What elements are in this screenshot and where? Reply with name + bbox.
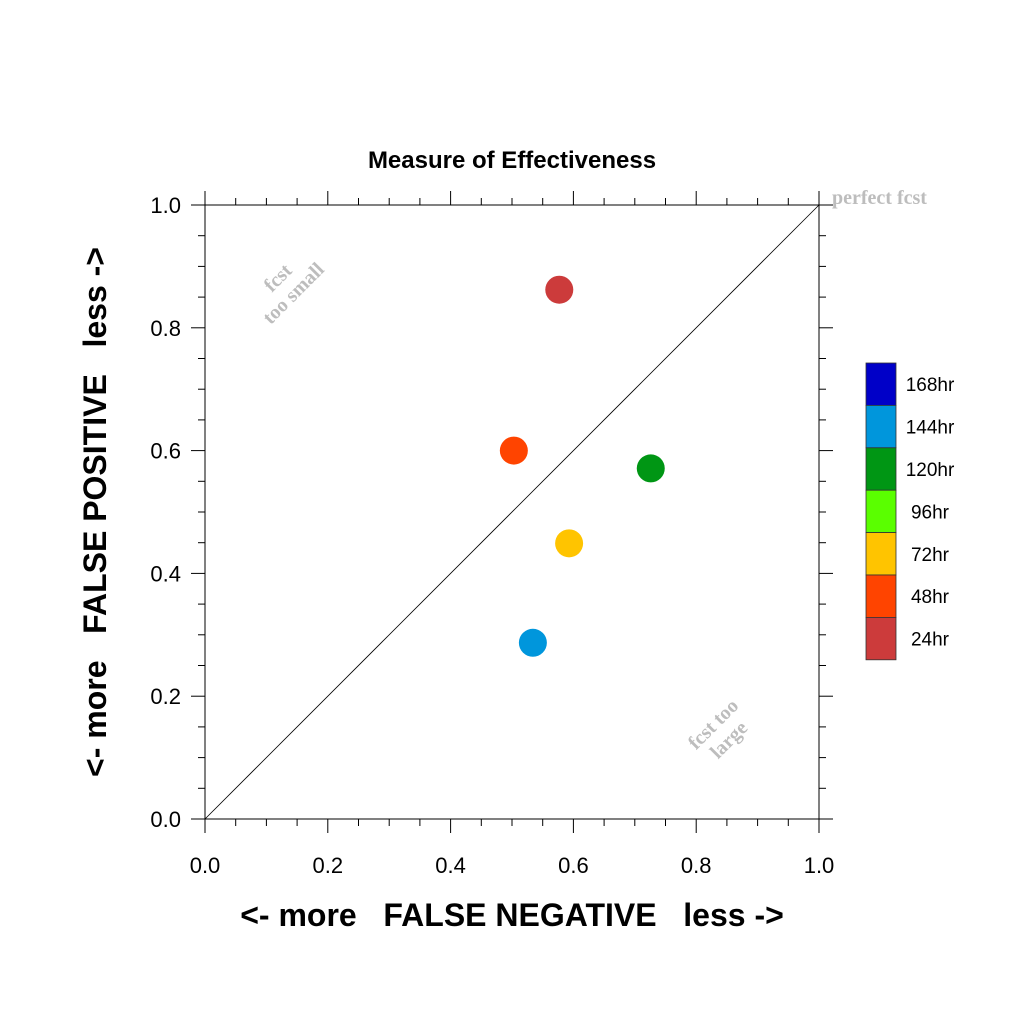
data-point-24hr bbox=[545, 275, 574, 304]
data-points bbox=[499, 275, 665, 657]
legend-swatch-168hr bbox=[865, 362, 897, 406]
y-axis-label: <- more FALSE POSITIVE less -> bbox=[77, 247, 113, 777]
legend-label-144hr: 144hr bbox=[906, 418, 955, 439]
legend-label-120hr: 120hr bbox=[906, 460, 955, 481]
annotation-perfect-fcst: perfect fcst bbox=[832, 187, 927, 209]
x-tick-label: 0.4 bbox=[435, 853, 466, 878]
legend-label-96hr: 96hr bbox=[911, 502, 950, 523]
x-tick-label: 1.0 bbox=[804, 853, 835, 878]
annotation-too-small: fcst too small bbox=[259, 258, 329, 328]
x-tick-label: 0.6 bbox=[558, 853, 589, 878]
x-tick-label: 0.2 bbox=[313, 853, 344, 878]
axis-ticks bbox=[191, 191, 833, 833]
annotation-too-large: fcst too large bbox=[684, 695, 752, 763]
legend-swatch-120hr bbox=[865, 447, 897, 491]
x-tick-label: 0.0 bbox=[190, 853, 221, 878]
x-axis-label: <- more FALSE NEGATIVE less -> bbox=[240, 897, 784, 933]
y-tick-label: 0.2 bbox=[150, 684, 181, 709]
legend-label-72hr: 72hr bbox=[911, 545, 950, 566]
x-tick-label: 0.8 bbox=[681, 853, 712, 878]
y-tick-label: 0.8 bbox=[150, 316, 181, 341]
y-tick-label: 0.4 bbox=[150, 561, 181, 586]
legend-label-48hr: 48hr bbox=[911, 587, 950, 608]
legend-swatch-72hr bbox=[865, 532, 897, 576]
perfect-forecast-diagonal bbox=[204, 204, 820, 820]
data-point-72hr bbox=[555, 529, 584, 558]
legend-swatch-24hr bbox=[865, 617, 897, 661]
tick-labels: 0.0 0.2 0.4 0.6 0.8 1.0 0.0 0.2 0.4 0.6 0.8 1.0 bbox=[150, 193, 834, 878]
annotation-too-small-line2: too small bbox=[259, 258, 329, 328]
y-tick-label: 0.6 bbox=[150, 439, 181, 464]
data-point-120hr bbox=[636, 454, 665, 483]
y-tick-label: 0.0 bbox=[150, 807, 181, 832]
legend-swatch-48hr bbox=[865, 574, 897, 618]
y-tick-label: 1.0 bbox=[150, 193, 181, 218]
data-point-48hr bbox=[499, 436, 528, 465]
legend-swatch-144hr bbox=[865, 404, 897, 449]
legend-swatch-96hr bbox=[865, 489, 897, 534]
legend-label-24hr: 24hr bbox=[911, 630, 950, 651]
legend: 168hr 144hr 120hr 96hr 72hr 48hr 24hr bbox=[865, 362, 955, 661]
chart-title: Measure of Effectiveness bbox=[368, 147, 656, 174]
legend-label-168hr: 168hr bbox=[906, 375, 955, 396]
data-point-144hr bbox=[518, 628, 547, 657]
